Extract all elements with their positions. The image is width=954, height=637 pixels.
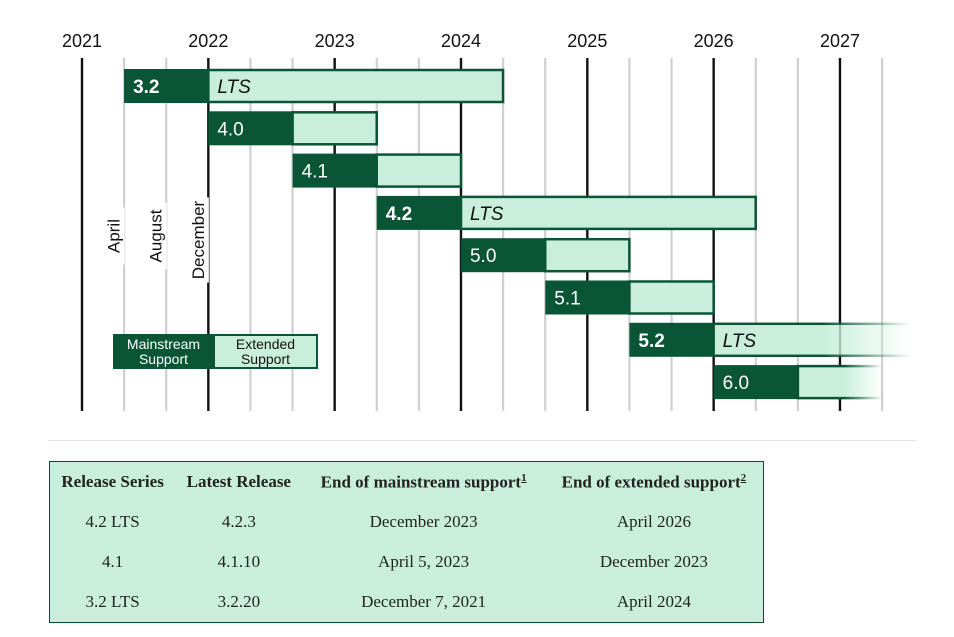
year-tick-label: 2022 <box>188 31 228 51</box>
year-tick-label: 2023 <box>315 31 355 51</box>
version-label: 5.0 <box>470 246 496 267</box>
legend: Mainstream Support Extended Support <box>113 334 318 369</box>
month-label: April <box>105 219 124 253</box>
table-cell: December 7, 2021 <box>361 592 487 611</box>
table-cell: 3.2 LTS <box>85 592 140 611</box>
year-tick-label: 2027 <box>820 31 860 51</box>
header-latest-release: Latest Release <box>186 472 291 491</box>
month-label-bg <box>186 197 209 283</box>
year-axis: 2021 2022 2023 2024 2025 2026 2027 <box>62 31 860 51</box>
table-cell: 3.2.20 <box>217 592 261 611</box>
footnote-link[interactable]: 2 <box>740 471 747 484</box>
mainstream-support-segment <box>713 365 798 400</box>
table-cell: December 2023 <box>369 512 478 531</box>
lts-label: LTS <box>217 77 251 98</box>
section-divider <box>48 440 917 441</box>
table-header-row: Release Series Latest Release End of mai… <box>50 462 764 503</box>
version-label: 4.0 <box>217 119 243 140</box>
legend-mainstream-swatch <box>113 334 214 369</box>
table-cell: December 2023 <box>599 552 708 571</box>
release-bar-4-0: 4.0 <box>208 111 378 146</box>
lts-label: LTS <box>470 204 504 225</box>
table-row: 3.2 LTS 3.2.20 December 7, 2021 April 20… <box>50 582 764 623</box>
version-label: 5.2 <box>638 331 664 352</box>
release-bar-4-1: 4.1 <box>292 153 463 188</box>
month-label-bg <box>102 207 125 265</box>
header-extended-end: End of extended support2 <box>561 471 747 492</box>
version-label: 3.2 <box>133 77 159 98</box>
release-bar-5-2: 5.2 LTS <box>629 322 913 358</box>
month-label: December <box>189 200 208 279</box>
version-label: 4.1 <box>302 162 328 183</box>
version-label: 6.0 <box>723 373 749 394</box>
version-label: 4.2 <box>386 204 412 225</box>
legend-extended-label: Extended Support <box>236 336 295 367</box>
year-tick-label: 2024 <box>441 31 481 51</box>
mainstream-support-segment <box>208 111 293 146</box>
release-bars: 3.2 LTS 4.0 4.1 4.2 LTS 5.0 5.1 5.2 LTS 6.0 <box>124 68 913 400</box>
table-cell: April 5, 2023 <box>378 552 470 571</box>
release-bar-6-0: 6.0 <box>713 364 884 400</box>
header-release-series: Release Series <box>61 472 164 491</box>
table-cell: 4.1 <box>101 552 124 571</box>
mainstream-support-segment <box>124 69 209 103</box>
release-bar-5-1: 5.1 <box>545 280 715 315</box>
release-roadmap-chart: 2021 2022 2023 2024 2025 2026 2027 April August… <box>62 31 913 411</box>
footnote-link[interactable]: 1 <box>521 471 527 484</box>
extended-support-segment <box>375 153 463 188</box>
release-bar-3-2: 3.2 LTS <box>124 68 505 104</box>
lts-label: LTS <box>723 331 757 352</box>
legend-extended-swatch <box>213 334 318 369</box>
extended-support-segment <box>207 68 505 104</box>
extended-support-segment <box>796 364 884 400</box>
extended-support-segment <box>459 195 757 231</box>
year-tick-label: 2021 <box>62 31 102 51</box>
extended-support-segment <box>712 322 913 358</box>
month-label: August <box>147 209 166 262</box>
header-mainstream-end: End of mainstream support1 <box>320 471 527 492</box>
extended-support-segment <box>628 280 715 315</box>
release-bar-5-0: 5.0 <box>460 237 631 273</box>
extended-support-segment <box>291 111 378 146</box>
year-tick-label: 2026 <box>694 31 734 51</box>
year-tick-label: 2025 <box>567 31 607 51</box>
table-cell: April 2024 <box>616 592 691 611</box>
mainstream-support-segment <box>460 238 546 273</box>
mainstream-support-segment <box>629 322 714 357</box>
table-cell: 4.2 LTS <box>85 512 140 531</box>
extended-support-segment <box>544 237 631 273</box>
table-row: 4.1 4.1.10 April 5, 2023 December 2023 <box>50 542 764 582</box>
table-row: 4.2 LTS 4.2.3 December 2023 April 2026 <box>50 502 764 542</box>
support-table: Release Series Latest Release End of mai… <box>49 461 764 623</box>
mainstream-support-segment <box>292 153 377 188</box>
table-cell: 4.2.3 <box>221 512 256 531</box>
table-cell: April 2026 <box>616 512 691 531</box>
month-label-bg <box>144 202 167 270</box>
mainstream-support-segment <box>376 195 461 230</box>
version-label: 5.1 <box>554 289 580 310</box>
month-labels: April August December <box>102 197 209 283</box>
release-bar-4-2: 4.2 LTS <box>376 195 757 231</box>
table-cell: 4.1.10 <box>217 552 261 571</box>
mainstream-support-segment <box>545 280 630 315</box>
legend-mainstream-label: Mainstream Support <box>127 336 200 367</box>
